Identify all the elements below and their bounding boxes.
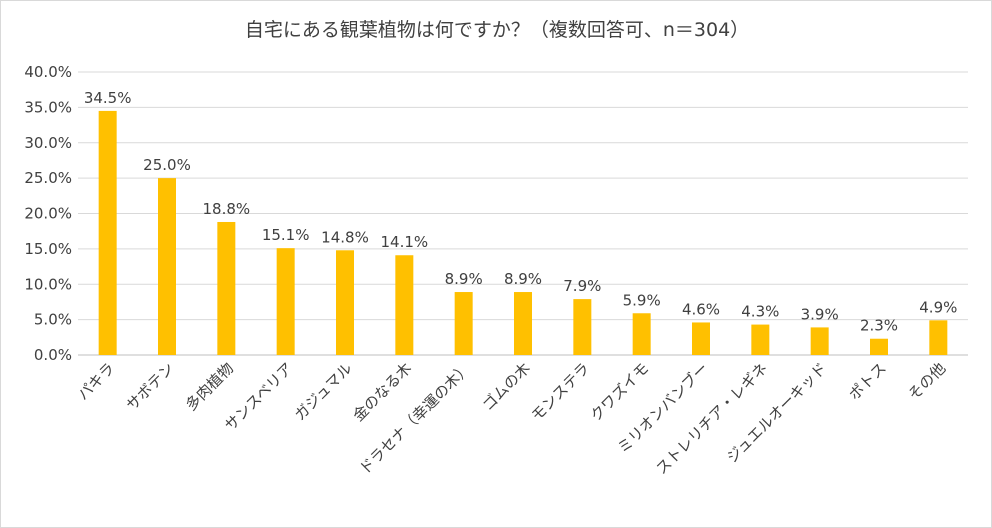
data-label: 5.9% [623,291,661,309]
bar [158,178,176,355]
data-label: 4.9% [919,298,957,316]
y-tick-label: 30.0% [24,134,72,152]
data-label: 18.8% [203,200,251,218]
bars [98,110,948,355]
category-label: ストレリチア・レギネ [652,359,771,478]
bar [632,313,651,355]
bar [336,250,354,355]
category-label: サボテン [123,359,178,414]
y-tick-label: 0.0% [34,346,72,364]
data-label: 7.9% [563,277,601,295]
data-label: 2.3% [860,317,898,335]
category-label: モンステラ [528,359,594,425]
category-label: パキラ [74,359,119,404]
bar [870,338,888,355]
chart-title: 自宅にある観葉植物は何ですか？（複数回答可、n＝304） [244,19,750,41]
y-axis-ticks: 0.0% 5.0% 10.0% 15.0% 20.0% 25.0% 30.0% 35.0% 40… [24,63,72,364]
category-label: ゴムの木 [479,359,534,414]
category-label: ドラセナ（幸運の木） [356,359,475,478]
y-tick-label: 35.0% [24,98,72,116]
y-tick-label: 20.0% [24,205,72,223]
data-label: 3.9% [801,305,839,323]
bar [929,320,948,355]
bar [751,324,770,355]
y-tick-label: 15.0% [24,240,72,258]
category-label: その他 [905,359,950,404]
gridlines [78,71,968,356]
data-label: 14.1% [381,233,429,251]
y-tick-label: 40.0% [24,63,72,81]
category-label: ポトス [845,359,890,404]
data-labels: 34.5% 25.0% 18.8% 15.1% 14.8% 14.1% 8.9% 8.9% 7.… [84,89,958,335]
data-label: 34.5% [84,89,132,107]
data-label: 4.6% [682,300,720,318]
bar [276,248,295,355]
y-tick-label: 5.0% [34,311,72,329]
bar [217,221,236,355]
y-tick-label: 10.0% [24,275,72,293]
bar [810,327,829,355]
data-label: 15.1% [262,226,310,244]
data-label: 4.3% [741,303,779,321]
data-label: 8.9% [504,270,542,288]
category-label: ジュエルオーキッド [723,359,830,466]
bar [98,110,117,355]
bar [573,299,592,355]
bar [454,292,473,355]
data-label: 25.0% [143,156,191,174]
bar [514,292,532,355]
data-label: 14.8% [321,228,369,246]
y-tick-label: 25.0% [24,169,72,187]
category-label: ガジュマル [291,359,356,424]
bar [395,255,414,355]
category-label: 多肉植物 [182,359,237,414]
data-label: 8.9% [445,270,483,288]
bar [692,322,710,355]
